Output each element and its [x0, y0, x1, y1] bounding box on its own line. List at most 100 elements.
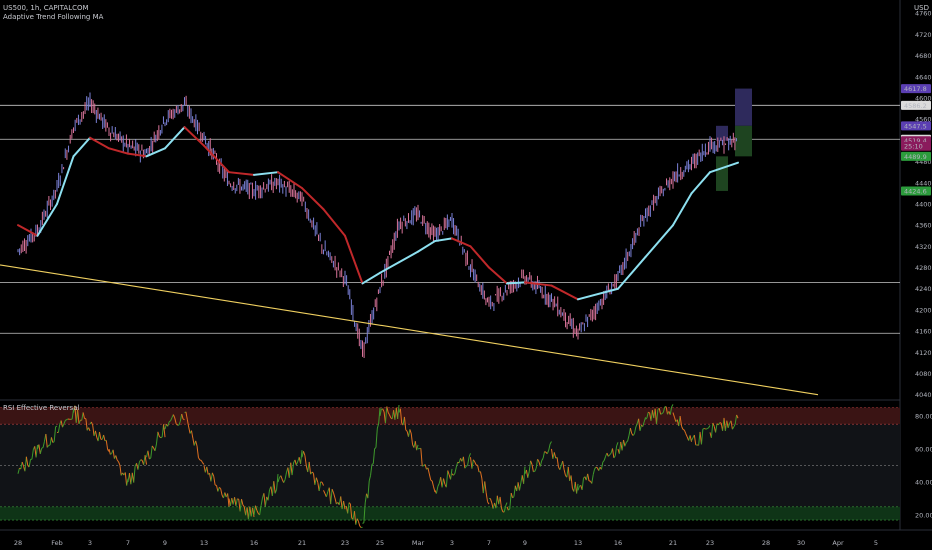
- rsi-segment: [506, 506, 509, 511]
- price-label[interactable]: 4489.9: [901, 151, 931, 161]
- rsi-segment: [553, 452, 557, 459]
- rsi-segment: [505, 502, 508, 507]
- rsi-segment: [119, 464, 122, 476]
- rsi-segment: [168, 420, 171, 423]
- rsi-segment: [82, 412, 85, 419]
- price-axis: 4760.04720.04680.04640.04600.04560.04520…: [915, 10, 932, 399]
- rsi-segment: [227, 493, 230, 507]
- rsi-segment: [321, 481, 324, 486]
- rsi-segment: [331, 488, 335, 494]
- rsi-segment: [312, 473, 316, 485]
- rsi-segment: [94, 430, 98, 438]
- rsi-segment: [216, 485, 219, 492]
- price-tick-label: 4320.0: [915, 243, 932, 251]
- rsi-segment: [155, 431, 159, 444]
- rsi-segment: [280, 475, 283, 480]
- rsi-segment: [733, 423, 736, 428]
- rsi-segment: [107, 449, 110, 452]
- ma-segment: [127, 152, 148, 158]
- rsi-segment: [154, 443, 157, 451]
- rsi-segment: [294, 459, 297, 466]
- rsi-segment: [167, 421, 170, 427]
- price-label[interactable]: 4586.2: [901, 100, 931, 110]
- ma-segment: [203, 144, 230, 174]
- rsi-segment: [510, 492, 514, 498]
- rsi-tick-label: 60.00: [915, 445, 932, 453]
- projection-box[interactable]: [735, 88, 752, 126]
- rsi-segment: [595, 466, 598, 469]
- rsi-segment: [635, 423, 638, 428]
- rsi-segment: [623, 439, 626, 447]
- rsi-segment: [213, 476, 216, 486]
- rsi-segment: [638, 418, 641, 431]
- rsi-segment: [124, 472, 128, 486]
- rsi-segment: [447, 470, 450, 476]
- rsi-segment: [99, 431, 102, 440]
- projection-box[interactable]: [735, 125, 752, 157]
- rsi-segment: [206, 466, 209, 475]
- rsi-segment: [539, 460, 543, 467]
- rsi-segment: [74, 405, 77, 423]
- rsi-segment: [323, 490, 326, 494]
- rsi-segment: [242, 504, 245, 508]
- rsi-segment: [133, 466, 136, 483]
- rsi-segment: [730, 420, 733, 430]
- rsi-segment: [195, 440, 198, 447]
- rsi-segment: [42, 441, 45, 448]
- rsi-segment: [254, 505, 258, 511]
- rsi-segment: [160, 436, 163, 439]
- price-label[interactable]: 25:10: [901, 141, 931, 151]
- ma-segment: [56, 155, 75, 205]
- rsi-segment: [405, 429, 408, 432]
- rsi-segment: [691, 437, 694, 441]
- rsi-segment: [276, 474, 279, 490]
- rsi-segment: [220, 488, 223, 496]
- ma-segment: [17, 224, 39, 237]
- rsi-segment: [669, 406, 673, 415]
- rsi-segment: [618, 441, 622, 454]
- rsi-segment: [164, 424, 167, 430]
- rsi-segment: [181, 413, 184, 420]
- price-label[interactable]: 4617.8: [901, 84, 931, 94]
- ma-segment: [379, 261, 400, 274]
- rsi-segment: [531, 464, 534, 472]
- rsi-segment: [441, 478, 444, 488]
- rsi-segment: [375, 428, 378, 448]
- trendline-segment[interactable]: [0, 264, 819, 396]
- rsi-segment: [151, 445, 155, 449]
- rsi-segment: [409, 429, 412, 434]
- indicator-title-rsi[interactable]: RSI Effective Reversal: [3, 404, 80, 412]
- projection-box[interactable]: [716, 156, 728, 191]
- rsi-segment: [349, 503, 353, 519]
- rsi-segment: [603, 456, 607, 461]
- rsi-segment: [534, 468, 537, 472]
- rsi-segment: [606, 452, 609, 457]
- price-label-bg: [901, 186, 931, 196]
- symbol-title[interactable]: US500, 1h, CAPITALCOM: [3, 4, 89, 12]
- rsi-segment: [334, 497, 337, 505]
- ma-segment: [469, 245, 490, 269]
- rsi-segment: [234, 497, 237, 507]
- rsi-segment: [563, 469, 566, 476]
- rsi-segment: [556, 457, 559, 468]
- rsi-segment: [267, 489, 271, 501]
- projection-box[interactable]: [716, 125, 728, 141]
- rsi-segment: [333, 492, 336, 499]
- rsi-segment: [598, 466, 601, 471]
- rsi-segment: [302, 451, 306, 456]
- ma-segment: [72, 136, 91, 158]
- price-label[interactable]: 4424.6: [901, 186, 931, 196]
- rsi-segment: [52, 441, 55, 443]
- rsi-segment: [64, 419, 67, 421]
- ma-segment: [228, 171, 255, 176]
- rsi-segment: [211, 472, 215, 477]
- rsi-segment: [157, 431, 160, 437]
- rsi-segment: [717, 422, 721, 426]
- rsi-axis: 80.00 60.00 40.00 20.00: [915, 412, 932, 519]
- rsi-segment: [386, 406, 389, 413]
- rsi-segment: [273, 481, 276, 494]
- price-label[interactable]: 4547.5: [901, 121, 931, 131]
- indicator-title-ma[interactable]: Adaptive Trend Following MA: [3, 13, 104, 21]
- rsi-segment: [38, 444, 41, 454]
